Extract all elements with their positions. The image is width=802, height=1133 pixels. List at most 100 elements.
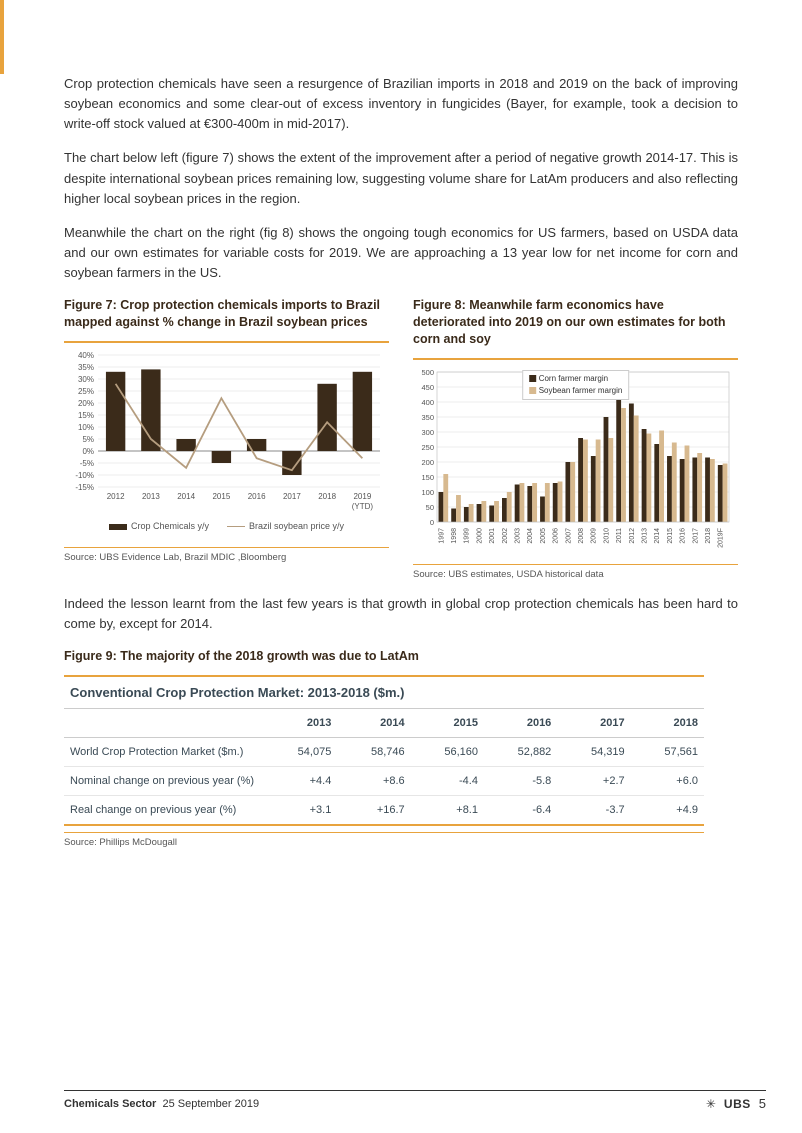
svg-text:300: 300	[421, 428, 434, 437]
figure-8: Figure 8: Meanwhile farm economics have …	[413, 297, 738, 580]
table-header: 2015	[411, 709, 484, 738]
svg-text:2014: 2014	[177, 492, 195, 501]
figure-8-legend: Corn farmer margin Soybean farmer margin	[522, 370, 630, 400]
table-cell: +8.6	[337, 767, 410, 796]
page-accent-bar	[0, 0, 4, 74]
legend-soy: Soybean farmer margin	[529, 385, 623, 397]
svg-text:150: 150	[421, 473, 434, 482]
figure-9-title: Figure 9: The majority of the 2018 growt…	[64, 648, 738, 665]
svg-text:2007: 2007	[565, 528, 572, 544]
page-number: 5	[759, 1096, 766, 1111]
table-cell: -4.4	[411, 767, 484, 796]
svg-text:2016: 2016	[680, 528, 687, 544]
svg-text:2008: 2008	[578, 528, 585, 544]
svg-text:5%: 5%	[82, 435, 94, 444]
table-cell: Real change on previous year (%)	[64, 796, 264, 825]
svg-text:2013: 2013	[142, 492, 160, 501]
svg-text:20%: 20%	[78, 399, 94, 408]
svg-text:1998: 1998	[451, 528, 458, 544]
figure-7-svg: -15%-10%-5%0%5%10%15%20%25%30%35%40%2012…	[64, 349, 384, 517]
ubs-keys-icon: ✳	[706, 1097, 716, 1111]
svg-text:25%: 25%	[78, 387, 94, 396]
svg-text:2017: 2017	[283, 492, 301, 501]
svg-text:2010: 2010	[603, 528, 610, 544]
legend-bar: Crop Chemicals y/y	[109, 521, 209, 531]
svg-text:2016: 2016	[248, 492, 266, 501]
figure-row: Figure 7: Crop protection chemicals impo…	[64, 297, 738, 580]
svg-text:2004: 2004	[527, 528, 534, 544]
figure-8-source: Source: UBS estimates, USDA historical d…	[413, 564, 738, 580]
svg-text:(YTD): (YTD)	[352, 502, 374, 511]
svg-text:35%: 35%	[78, 363, 94, 372]
svg-text:2011: 2011	[616, 528, 623, 543]
svg-text:200: 200	[421, 458, 434, 467]
figure-7-legend: Crop Chemicals y/y Brazil soybean price …	[64, 521, 389, 531]
table-cell: -6.4	[484, 796, 557, 825]
table-cell: -3.7	[557, 796, 630, 825]
svg-text:2013: 2013	[641, 528, 648, 544]
svg-text:0%: 0%	[82, 447, 94, 456]
table-cell: 52,882	[484, 738, 557, 767]
paragraph-3: Meanwhile the chart on the right (fig 8)…	[64, 223, 738, 283]
figure-8-chart: Corn farmer margin Soybean farmer margin…	[413, 358, 738, 558]
table-cell: 57,561	[631, 738, 704, 767]
svg-text:0: 0	[430, 518, 434, 527]
svg-text:2000: 2000	[476, 528, 483, 544]
svg-text:250: 250	[421, 443, 434, 452]
legend-line: Brazil soybean price y/y	[227, 521, 344, 531]
svg-text:2005: 2005	[540, 528, 547, 544]
figure-9-table: 201320142015201620172018 World Crop Prot…	[64, 709, 704, 824]
svg-text:1997: 1997	[438, 528, 445, 544]
legend-corn-label: Corn farmer margin	[539, 374, 608, 383]
svg-text:2009: 2009	[591, 528, 598, 544]
table-cell: 54,319	[557, 738, 630, 767]
paragraph-4: Indeed the lesson learnt from the last f…	[64, 594, 738, 634]
svg-text:2003: 2003	[515, 528, 522, 544]
table-cell: +2.7	[557, 767, 630, 796]
svg-text:2019F: 2019F	[718, 528, 725, 548]
table-cell: Nominal change on previous year (%)	[64, 767, 264, 796]
svg-text:2012: 2012	[629, 528, 636, 544]
table-row: Nominal change on previous year (%)+4.4+…	[64, 767, 704, 796]
figure-8-title: Figure 8: Meanwhile farm economics have …	[413, 297, 738, 348]
table-row: Real change on previous year (%)+3.1+16.…	[64, 796, 704, 825]
svg-text:-15%: -15%	[75, 483, 94, 492]
svg-text:2001: 2001	[489, 528, 496, 544]
svg-text:30%: 30%	[78, 375, 94, 384]
table-cell: 54,075	[264, 738, 337, 767]
table-cell: +16.7	[337, 796, 410, 825]
table-header	[64, 709, 264, 738]
table-header: 2017	[557, 709, 630, 738]
svg-text:2002: 2002	[502, 528, 509, 544]
footer-sector: Chemicals Sector	[64, 1098, 156, 1110]
table-cell: +4.9	[631, 796, 704, 825]
svg-text:450: 450	[421, 383, 434, 392]
table-cell: +6.0	[631, 767, 704, 796]
svg-text:2006: 2006	[553, 528, 560, 544]
page-footer: Chemicals Sector 25 September 2019 ✳ UBS…	[64, 1090, 766, 1111]
svg-text:2018: 2018	[705, 528, 712, 544]
svg-text:2018: 2018	[318, 492, 336, 501]
table-cell: +3.1	[264, 796, 337, 825]
svg-text:1999: 1999	[464, 528, 471, 544]
table-cell: 56,160	[411, 738, 484, 767]
footer-right: ✳ UBS 5	[706, 1096, 766, 1111]
svg-text:40%: 40%	[78, 351, 94, 360]
svg-text:15%: 15%	[78, 411, 94, 420]
svg-text:350: 350	[421, 413, 434, 422]
legend-line-label: Brazil soybean price y/y	[249, 521, 344, 531]
svg-text:2015: 2015	[667, 528, 674, 544]
table-header: 2014	[337, 709, 410, 738]
svg-text:400: 400	[421, 398, 434, 407]
table-row: World Crop Protection Market ($m.)54,075…	[64, 738, 704, 767]
table-header: 2016	[484, 709, 557, 738]
figure-9-table-wrap: Conventional Crop Protection Market: 201…	[64, 675, 704, 826]
table-header: 2013	[264, 709, 337, 738]
legend-soy-label: Soybean farmer margin	[539, 386, 623, 395]
svg-text:50: 50	[426, 503, 434, 512]
legend-bar-label: Crop Chemicals y/y	[131, 521, 209, 531]
svg-text:2012: 2012	[107, 492, 125, 501]
table-cell: +8.1	[411, 796, 484, 825]
figure-7-title: Figure 7: Crop protection chemicals impo…	[64, 297, 389, 331]
svg-text:2015: 2015	[212, 492, 230, 501]
